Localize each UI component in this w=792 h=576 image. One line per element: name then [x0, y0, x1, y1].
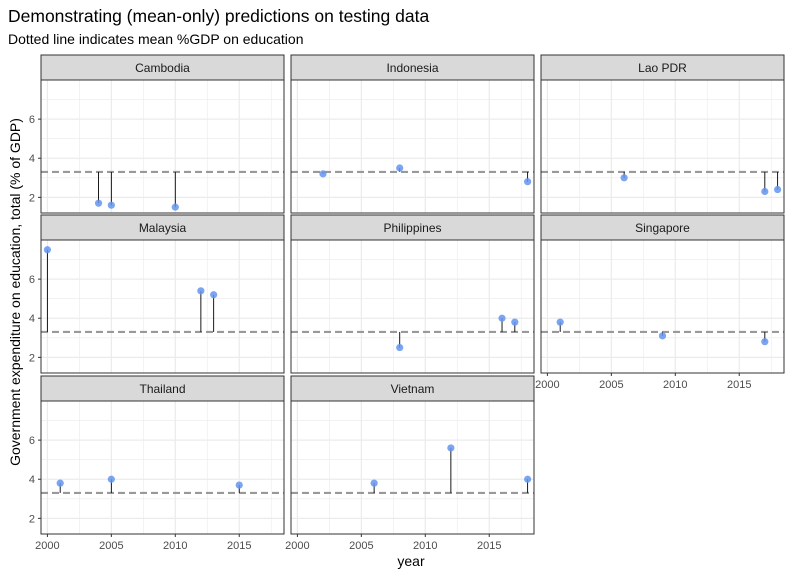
x-tick-label: 2005	[599, 379, 623, 391]
data-point	[761, 187, 769, 196]
panel-background	[541, 240, 784, 373]
y-tick-label: 2	[29, 513, 35, 525]
x-tick-label: 2010	[663, 379, 687, 391]
y-tick-label: 6	[29, 435, 35, 447]
y-tick-label: 4	[29, 474, 35, 486]
panel-background	[291, 401, 534, 534]
panel-background	[41, 401, 284, 534]
x-axis-label: year	[397, 553, 425, 569]
panel-cambodia: Cambodia 2 4 6	[29, 54, 285, 214]
panel-border	[540, 239, 785, 374]
y-tick-label: 6	[29, 114, 35, 126]
y-tick-label: 4	[29, 153, 35, 165]
data-point	[556, 318, 564, 326]
data-point	[171, 203, 179, 211]
panel-background	[41, 240, 284, 373]
panel-border	[40, 79, 285, 214]
data-point	[210, 291, 218, 299]
panel-border	[290, 239, 535, 374]
panel-philippines: Philippines	[290, 214, 535, 374]
panel-border	[290, 400, 535, 535]
y-tick-label: 4	[29, 313, 35, 325]
facet-strip-label: Indonesia	[386, 61, 438, 75]
facet-strip	[40, 54, 285, 81]
data-point	[197, 287, 205, 295]
data-point	[511, 318, 519, 326]
panel-border	[540, 79, 785, 214]
x-tick-label: 2000	[35, 540, 59, 552]
data-point	[658, 332, 667, 340]
x-tick-label: 2000	[535, 379, 559, 391]
panel-background	[541, 80, 784, 213]
panel-singapore: Singapore 2000 2005 2010 2015	[535, 214, 785, 391]
data-point	[396, 164, 404, 172]
data-point	[774, 185, 782, 194]
x-tick-label: 2015	[477, 540, 501, 552]
data-point	[319, 170, 327, 178]
facet-strip-label: Singapore	[635, 221, 690, 235]
x-tick-label: 2000	[285, 540, 309, 552]
panel-vietnam: Vietnam 2000 2005 2010 2015	[285, 375, 535, 552]
data-point	[94, 199, 103, 207]
panel-background	[41, 80, 284, 213]
data-point	[107, 201, 115, 209]
data-point	[43, 246, 51, 254]
data-point	[524, 475, 532, 483]
data-point	[370, 479, 378, 487]
data-point	[620, 174, 628, 182]
panel-background	[291, 80, 534, 213]
data-point	[524, 178, 532, 186]
facet-strip	[290, 375, 535, 402]
x-tick-label: 2015	[727, 379, 751, 391]
x-tick-label: 2015	[227, 540, 251, 552]
facet-strip-label: Vietnam	[391, 382, 435, 396]
facet-strip-label: Philippines	[383, 221, 441, 235]
y-tick-label: 2	[29, 352, 35, 364]
panel-thailand: Thailand 2 4 6 2000 2005 2010 2015	[29, 375, 285, 552]
data-point	[447, 444, 455, 452]
chart-title: Demonstrating (mean-only) predictions on…	[8, 6, 429, 26]
data-point	[761, 338, 769, 346]
facet-strip-label: Lao PDR	[638, 61, 687, 75]
facet-strip	[40, 375, 285, 402]
chart-subtitle: Dotted line indicates mean %GDP on educa…	[8, 31, 303, 47]
facet-strip-label: Malaysia	[139, 221, 187, 235]
panel-lao-pdr: Lao PDR	[540, 54, 785, 214]
panel-malaysia: Malaysia 2 4 6	[29, 214, 285, 374]
data-point	[498, 314, 506, 322]
facet-strip	[290, 214, 535, 241]
panel-border	[290, 79, 535, 214]
facet-strip	[40, 214, 285, 241]
x-tick-label: 2010	[163, 540, 187, 552]
facet-strip	[540, 54, 785, 81]
data-point	[396, 343, 404, 352]
facet-strip-label: Cambodia	[135, 61, 190, 75]
panel-indonesia: Indonesia	[290, 54, 535, 214]
x-tick-label: 2005	[99, 540, 123, 552]
facet-strip	[540, 214, 785, 241]
panel-border	[40, 239, 285, 374]
facet-strip-label: Thailand	[139, 382, 185, 396]
y-tick-label: 2	[29, 192, 35, 204]
x-tick-label: 2010	[413, 540, 437, 552]
panel-background	[291, 240, 534, 373]
data-point	[235, 481, 243, 489]
x-tick-label: 2005	[349, 540, 373, 552]
panel-border	[40, 400, 285, 535]
facet-panels: Cambodia 2 4 6 Indonesia Lao PDR Malaysia 2 4 6 Ph…	[29, 54, 785, 552]
data-point	[107, 475, 115, 483]
y-tick-label: 6	[29, 274, 35, 286]
y-axis-label: Government expenditure on education, tot…	[7, 118, 23, 466]
data-point	[56, 479, 64, 487]
